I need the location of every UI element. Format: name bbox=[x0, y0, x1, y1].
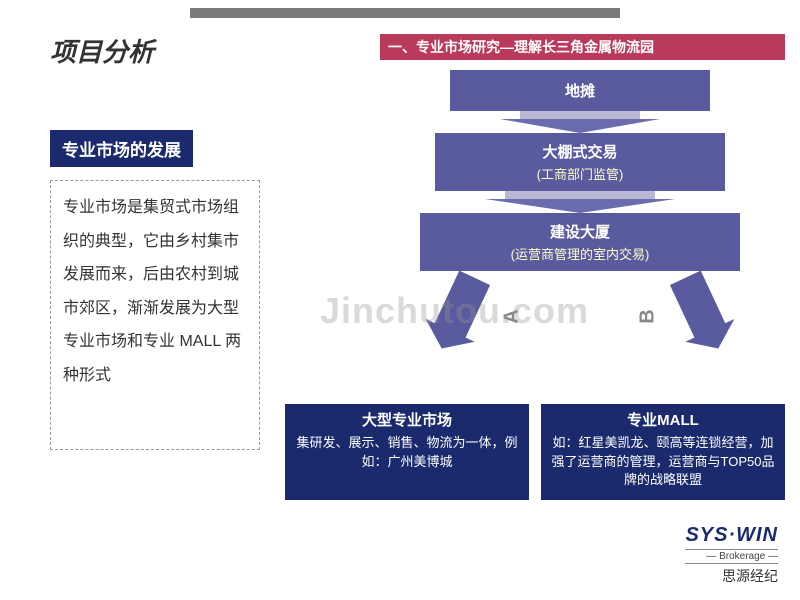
branch-label-a: A bbox=[501, 309, 524, 323]
flow-stage-3: 建设大厦 (运营商管理的室内交易) bbox=[420, 213, 740, 271]
brand-logo: SYS·WIN — Brokerage — 思源经纪 bbox=[685, 524, 778, 586]
flow-stage-1-title: 地摊 bbox=[450, 80, 710, 101]
logo-line3: 思源经纪 bbox=[685, 566, 778, 586]
flow-split: A B bbox=[375, 275, 785, 365]
branch-row: 大型专业市场 集研发、展示、销售、物流为一体，例如：广州美博城 专业MALL 如… bbox=[285, 404, 785, 500]
branch-right-title: 专业MALL bbox=[549, 410, 777, 432]
evolution-flowchart: 地摊 大棚式交易 (工商部门监管) 建设大厦 (运营商管理的室内交易) A B bbox=[375, 70, 785, 365]
branch-left-body: 集研发、展示、销售、物流为一体，例如：广州美博城 bbox=[293, 434, 521, 472]
left-description-box: 专业市场是集贸式市场组织的典型，它由乡村集市发展而来，后由农村到城市郊区，渐渐发… bbox=[50, 180, 260, 450]
flow-stage-3-sub: (运营商管理的室内交易) bbox=[420, 244, 740, 263]
branch-label-b: B bbox=[636, 309, 659, 323]
flow-stage-2: 大棚式交易 (工商部门监管) bbox=[435, 133, 725, 191]
flow-stage-2-sub: (工商部门监管) bbox=[435, 164, 725, 183]
branch-box-left: 大型专业市场 集研发、展示、销售、物流为一体，例如：广州美博城 bbox=[285, 404, 529, 500]
flow-stage-2-title: 大棚式交易 bbox=[435, 141, 725, 162]
top-gray-bar bbox=[190, 8, 620, 18]
flow-arrow-1 bbox=[375, 111, 785, 133]
branch-box-right: 专业MALL 如：红星美凯龙、颐高等连锁经营，加强了运营商的管理，运营商与TOP… bbox=[541, 404, 785, 500]
page-title: 项目分析 bbox=[50, 32, 154, 69]
flow-stage-3-title: 建设大厦 bbox=[420, 221, 740, 242]
branch-left-title: 大型专业市场 bbox=[293, 410, 521, 432]
branch-right-body: 如：红星美凯龙、颐高等连锁经营，加强了运营商的管理，运营商与TOP50品牌的战略… bbox=[549, 434, 777, 491]
subtitle-band: 一、专业市场研究—理解长三角金属物流园 bbox=[380, 34, 785, 60]
flow-arrow-2 bbox=[375, 191, 785, 213]
flow-stage-1: 地摊 bbox=[450, 70, 710, 111]
logo-line1: SYS·WIN bbox=[685, 524, 778, 547]
left-section-badge: 专业市场的发展 bbox=[50, 130, 193, 167]
logo-line2: — Brokerage — bbox=[685, 549, 778, 564]
branch-arrow-right bbox=[670, 271, 726, 340]
branch-arrow-left bbox=[434, 271, 490, 340]
